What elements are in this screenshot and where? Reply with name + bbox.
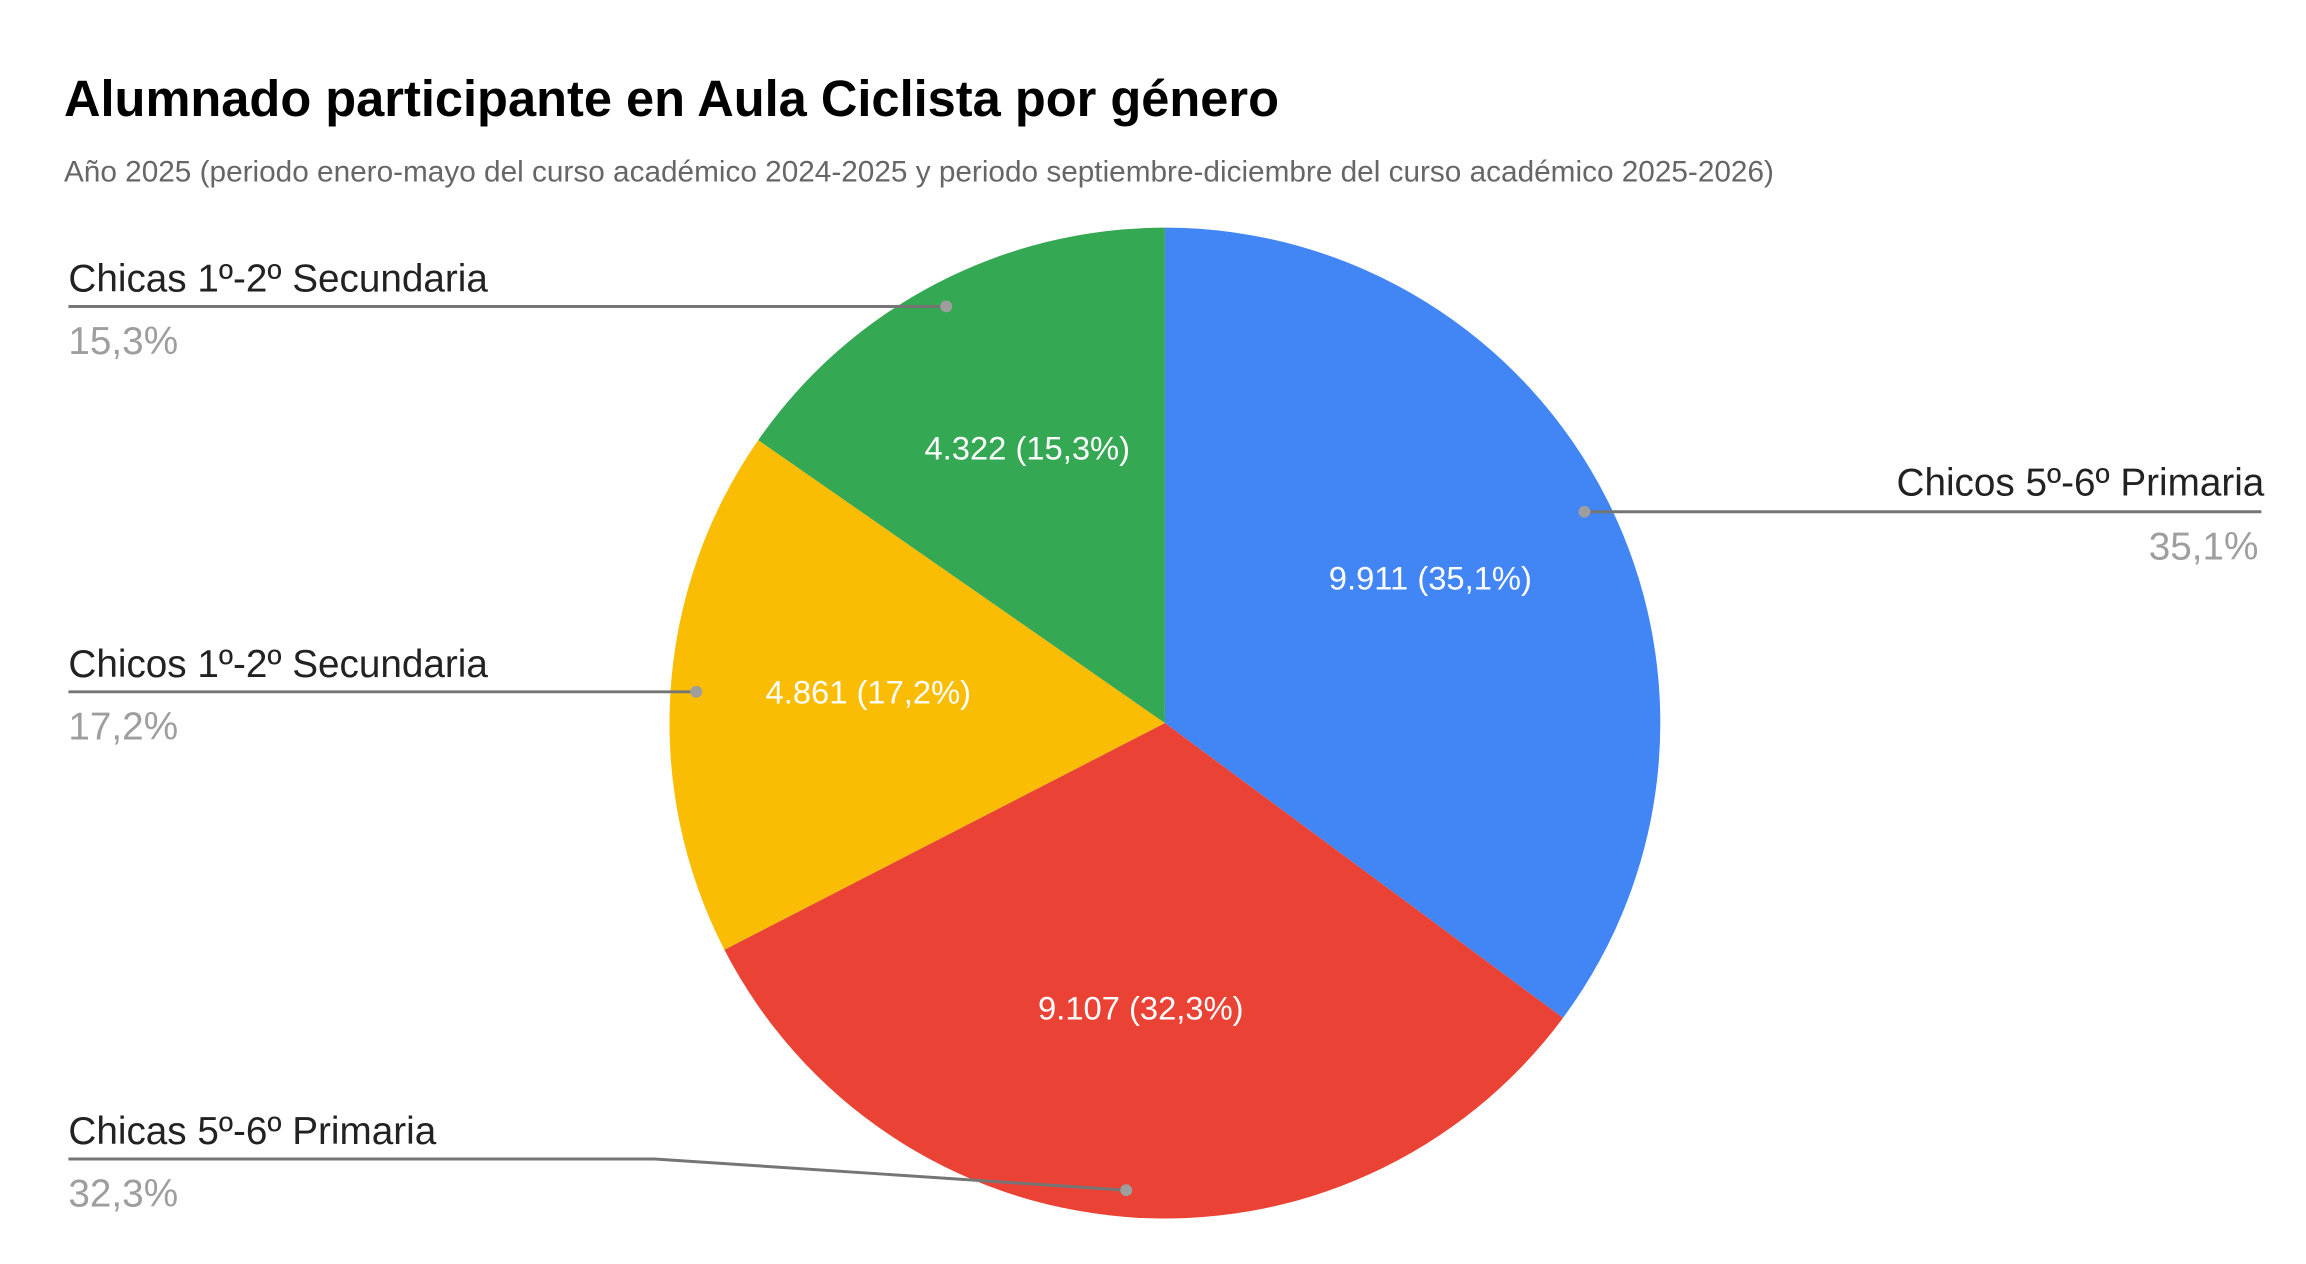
leader-dot-0 [1578, 505, 1591, 518]
pie-slice-1 [724, 723, 1564, 1219]
leader-dot-1 [1120, 1184, 1133, 1197]
leader-lines [68, 300, 2262, 1197]
pie-slice-0 [1164, 227, 1661, 1018]
leader-line-1 [68, 1157, 1127, 1192]
slice-value-labels: 9.911 (35,1%) 9.107 (32,3%) 4.861 (17,2%… [766, 430, 1532, 1027]
slice-label-0: Chicos 5º-6º Primaria [1897, 461, 2265, 504]
pie-slices [669, 227, 1661, 1219]
pie-slice-3 [758, 227, 1165, 724]
outside-labels: Chicas 1º-2º Secundaria 15,3% Chicos 5º-… [68, 258, 2264, 1216]
pie-slice-2 [669, 440, 1165, 950]
slice-label-1: Chicas 5º-6º Primaria [68, 1110, 436, 1153]
leader-dot-3 [940, 300, 953, 313]
slice-percent-3: 15,3% [68, 320, 178, 363]
slice-label-3: Chicas 1º-2º Secundaria [68, 258, 488, 301]
slice-value-label-2: 4.861 (17,2%) [766, 673, 972, 710]
slice-percent-0: 35,1% [2149, 525, 2259, 568]
slice-value-label-0: 9.911 (35,1%) [1329, 559, 1532, 596]
slice-value-label-1: 9.107 (32,3%) [1038, 989, 1244, 1026]
slice-percent-2: 17,2% [68, 705, 178, 748]
slice-value-label-3: 4.322 (15,3%) [924, 430, 1130, 467]
leader-dot-2 [690, 685, 703, 698]
chart-subtitle: Año 2025 (periodo enero-mayo del curso a… [64, 156, 1774, 189]
chart-title: Alumnado participante en Aula Ciclista p… [64, 70, 1279, 127]
slice-percent-1: 32,3% [68, 1173, 178, 1216]
slice-label-2: Chicos 1º-2º Secundaria [68, 643, 488, 686]
